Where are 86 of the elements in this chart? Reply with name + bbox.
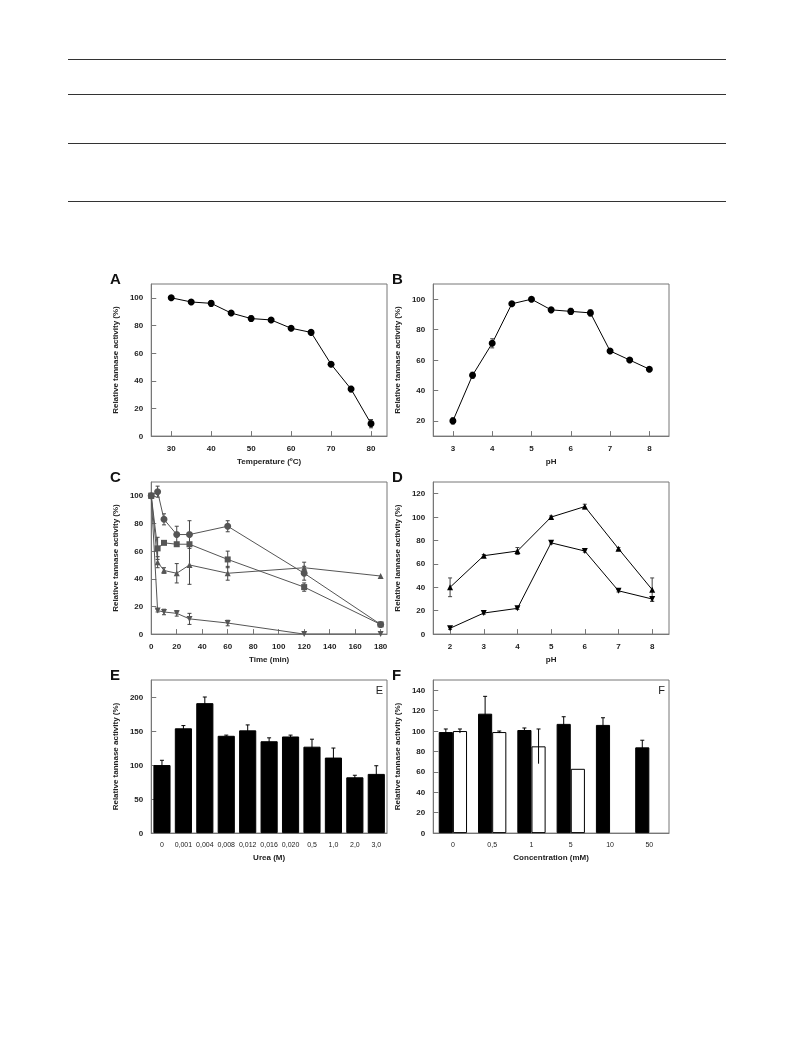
y-tick-label: 40 [134,574,144,584]
y-tick-label: 40 [416,385,426,395]
y-tick-label: 80 [416,536,426,545]
x-tick-label: 8 [647,443,653,453]
x-axis-title: Time (min) [248,654,290,664]
y-tick-label: 120 [411,706,426,716]
y-tick-label: 120 [411,489,426,499]
y-tick-label: 100 [411,294,426,304]
y-tick-label: 40 [416,582,426,592]
y-tick-label: 140 [411,685,426,695]
y-tick-label: 40 [134,376,144,386]
x-tick-label: 160 [348,641,363,651]
y-tick-label: 60 [134,348,144,358]
x-tick-label: 80 [248,641,259,651]
x-tick-label: 0 [149,641,155,651]
y-tick-label: 0 [138,828,144,838]
y-tick-label: 80 [134,320,144,330]
y-axis-title: Relative tannase activity (%) [110,503,120,612]
y-tick-label: 20 [416,808,426,818]
x-axis-title: Temperature (ºC) [237,456,302,466]
x-tick-label: 60 [223,641,233,651]
y-tick-label: 100 [129,293,144,303]
annotation: F [658,683,666,696]
x-axis-title: pH [545,456,557,466]
y-tick-label: 0 [420,828,426,838]
y-tick-label: 80 [416,746,426,756]
y-tick-label: 0 [420,629,426,639]
x-tick-label: 8 [649,641,655,651]
x-axis-title: Concentration (mM) [513,852,590,862]
y-axis-title: Relative tannase activity (%) [110,702,120,811]
y-tick-label: 20 [416,606,426,616]
y-tick-label: 20 [134,403,144,413]
x-tick-label: 40 [206,443,217,453]
y-tick-label: 60 [416,559,426,569]
x-tick-label: 40 [197,641,208,651]
y-tick-label: 100 [411,726,426,736]
x-axis-title: pH [545,654,557,664]
x-tick-label: 4 [515,641,521,651]
x-tick-label: 100 [272,641,286,651]
annotation: E [375,683,384,696]
x-tick-label: 3 [481,641,487,651]
y-axis-title: Relative tannase activity (%) [392,702,402,811]
chart-title: D [392,468,403,485]
y-tick-label: 40 [416,787,426,797]
x-tick-label: 80 [366,443,377,453]
x-tick-label: 6 [568,443,574,453]
x-tick-label: 20 [172,641,182,651]
y-tick-label: 80 [416,325,426,335]
y-tick-label: 100 [129,491,144,501]
y-tick-label: 150 [129,726,144,736]
x-tick-label: 6 [582,641,588,651]
x-tick-label: 70 [326,443,337,453]
chart-title: F [392,666,402,683]
y-axis-title: Relative tannase activity (%) [392,305,402,414]
x-tick-label: 4 [489,443,495,453]
y-tick-label: 100 [129,760,144,770]
x-tick-label: 5 [548,641,554,651]
y-axis-title: Relative tannase activity (%) [110,305,120,414]
x-tick-label: 140 [322,641,337,651]
y-tick-label: 20 [416,416,426,426]
x-tick-label: 60 [286,443,297,453]
chart-title: E [110,666,121,683]
x-tick-label: 30 [166,443,177,453]
y-tick-label: 60 [134,546,144,556]
y-tick-label: 50 [134,794,144,804]
y-tick-label: 0 [138,629,144,639]
y-tick-label: 80 [134,518,144,528]
x-tick-label: 50 [246,443,257,453]
chart-title: B [392,270,403,287]
x-tick-label: 3 [450,443,456,453]
x-tick-label: 2 [447,641,453,651]
y-axis-title: Relative lannase activity (%) [392,504,402,612]
y-tick-label: 60 [416,767,426,777]
x-tick-label: 7 [607,443,613,453]
chart-title: A [110,270,121,287]
x-axis-title: Urea (M) [253,852,286,862]
chart-title: C [110,468,121,485]
x-tick-label: 7 [616,641,622,651]
y-tick-label: 100 [411,512,426,522]
y-tick-label: 0 [138,431,144,441]
y-tick-label: 20 [134,601,144,611]
y-tick-label: 200 [129,692,144,702]
y-tick-label: 60 [416,355,426,365]
x-tick-label: 180 [373,641,388,651]
x-tick-label: 120 [297,641,312,651]
x-tick-label: 5 [529,443,535,453]
